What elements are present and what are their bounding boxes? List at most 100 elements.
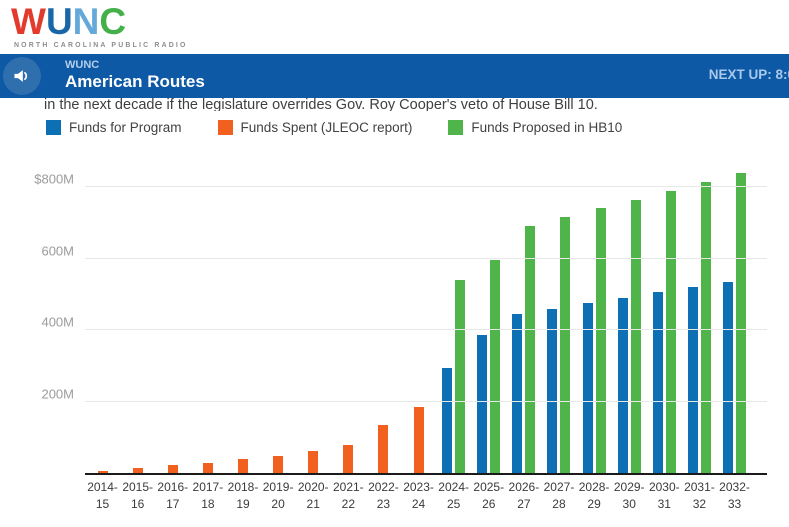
article-text-clipped: in the next decade if the legislature ov…	[44, 98, 598, 111]
x-axis-tick-label: 2032- 33	[719, 480, 750, 512]
bar-2028-29[interactable]	[595, 208, 606, 473]
legend-swatch	[217, 120, 233, 135]
x-axis-tick-label: 2030- 31	[648, 480, 680, 512]
bar-2026-27[interactable]	[525, 226, 536, 473]
bar-group-2028-29	[577, 160, 612, 473]
logo-letter: C	[99, 1, 127, 42]
play-audio-button[interactable]	[3, 57, 41, 95]
bar-2031-32[interactable]	[687, 287, 698, 473]
bar-2022-23[interactable]	[378, 425, 389, 473]
x-axis-tick-label: 2021- 22	[332, 480, 364, 512]
bar-group-2014-15	[85, 160, 120, 473]
logo-letter: W	[11, 1, 46, 42]
x-axis-labels: 2014- 15 2015- 16 2016- 17 2017- 18 2018- 19 2019-…	[85, 479, 752, 514]
bar-2026-27[interactable]	[512, 313, 523, 473]
legend-swatch	[448, 120, 464, 135]
x-axis-tick-label: 2020- 21	[297, 480, 329, 512]
bar-group-2020-21	[296, 160, 331, 473]
logo-letter: N	[72, 1, 100, 42]
bar-group-2022-23	[366, 160, 401, 473]
bar-group-2025-26	[471, 160, 506, 473]
wunc-logo[interactable]: WUNC	[11, 1, 789, 42]
bar-2017-18[interactable]	[202, 462, 213, 473]
speaker-icon	[12, 66, 32, 86]
x-axis-tick-label: 2024- 25	[438, 480, 469, 512]
x-axis-tick-label: 2014- 15	[87, 480, 118, 512]
bar-group-2026-27	[506, 160, 541, 473]
bar-group-2027-28	[541, 160, 576, 473]
x-axis-tick-label: 2017- 18	[192, 480, 224, 512]
bar-2032-33[interactable]	[736, 172, 747, 473]
chart-legend: Funds for Program Funds Spent (JLEOC repo…	[0, 120, 789, 135]
bar-2032-33[interactable]	[723, 281, 734, 473]
x-axis-tick-label: 2026- 27	[508, 480, 540, 512]
bar-2015-16[interactable]	[132, 468, 143, 473]
legend-swatch	[46, 120, 61, 135]
bar-groups	[85, 160, 752, 473]
bar-group-2023-24	[401, 160, 436, 473]
x-axis-tick-label: 2019- 20	[262, 480, 294, 512]
bar-2019-20[interactable]	[273, 455, 284, 473]
station-label: WUNC	[65, 59, 100, 72]
bar-2018-19[interactable]	[237, 459, 248, 473]
gridline	[85, 329, 767, 330]
next-up-label: NEXT UP: 8:0	[708, 67, 789, 82]
x-axis-tick-label: 2023- 24	[403, 480, 434, 512]
bar-2029-30[interactable]	[617, 297, 628, 473]
legend-label: Funds Proposed in HB10	[471, 120, 623, 135]
x-axis-tick-label: 2018- 19	[227, 480, 259, 512]
bar-group-2024-25	[436, 160, 471, 473]
x-axis-tick-label: 2031- 32	[684, 480, 715, 512]
y-axis-tick-label: 400M	[41, 314, 74, 330]
bar-2016-17[interactable]	[167, 464, 178, 473]
bar-2027-28[interactable]	[547, 308, 558, 473]
y-axis-tick-label: 600M	[41, 243, 74, 258]
legend-label: Funds Spent (JLEOC report)	[240, 120, 413, 135]
logo-tagline: NORTH CAROLINA PUBLIC RADIO	[14, 42, 188, 49]
y-axis-tick-label: $800M	[34, 171, 74, 187]
gridline	[85, 400, 767, 402]
bar-group-2032-33	[717, 160, 752, 473]
gridline	[85, 257, 767, 259]
x-axis-tick-label: 2025- 26	[473, 480, 505, 512]
bar-group-2029-30	[612, 160, 647, 473]
bar-2014-15[interactable]	[97, 471, 108, 473]
legend-item: Funds Spent (JLEOC report)	[217, 120, 413, 135]
now-playing-info: WUNC American Routes	[65, 59, 205, 93]
legend-item: Funds Proposed in HB10	[448, 120, 622, 135]
bar-2031-32[interactable]	[700, 181, 711, 473]
bar-2024-25[interactable]	[442, 367, 453, 473]
bar-group-2019-20	[261, 160, 296, 473]
legend-item: Funds for Program	[46, 120, 182, 135]
x-axis-tick-label: 2016- 17	[157, 480, 189, 512]
gridline	[85, 186, 767, 187]
x-axis-tick-label: 2027- 28	[543, 480, 575, 512]
bar-2030-31[interactable]	[652, 292, 663, 473]
x-axis-tick-label: 2028- 29	[578, 480, 610, 512]
bar-group-2016-17	[155, 160, 190, 473]
site-masthead: WUNC NORTH CAROLINA PUBLIC RADIO	[0, 0, 789, 54]
bar-2025-26[interactable]	[490, 260, 501, 473]
bar-2024-25[interactable]	[455, 279, 466, 473]
show-title[interactable]: American Routes	[65, 72, 205, 92]
logo-letter: U	[45, 1, 73, 42]
x-axis-tick-label: 2022- 23	[368, 480, 399, 512]
bar-group-2018-19	[225, 160, 260, 473]
bar-2029-30[interactable]	[630, 199, 641, 473]
x-axis-tick-label: 2029- 30	[613, 480, 645, 512]
bar-group-2030-31	[647, 160, 682, 473]
bar-2028-29[interactable]	[582, 303, 593, 473]
bar-group-2017-18	[190, 160, 225, 473]
bar-2030-31[interactable]	[665, 190, 676, 473]
bar-2020-21[interactable]	[308, 451, 319, 473]
bar-2025-26[interactable]	[477, 335, 488, 473]
plot-area: 200M 400M 600M $800M	[34, 160, 767, 475]
x-axis-tick-label: 2015- 16	[122, 480, 154, 512]
bar-2027-28[interactable]	[560, 217, 571, 473]
bar-2021-22[interactable]	[343, 444, 354, 473]
bar-group-2015-16	[120, 160, 155, 473]
bar-group-2031-32	[682, 160, 717, 473]
bar-group-2021-22	[331, 160, 366, 473]
bar-2023-24[interactable]	[413, 406, 424, 473]
y-axis-tick-label: 200M	[41, 386, 74, 401]
